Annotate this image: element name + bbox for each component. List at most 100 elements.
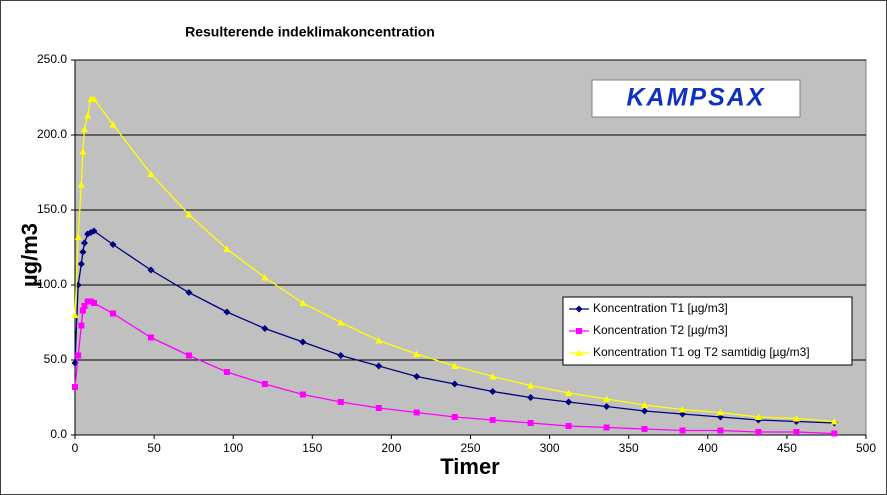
- point: [641, 401, 649, 408]
- point: [375, 405, 382, 411]
- y-axis-label: µg/m3: [17, 223, 42, 287]
- point: [716, 409, 724, 416]
- point: [603, 424, 610, 431]
- point: [79, 148, 87, 155]
- point: [71, 311, 79, 318]
- series-line: [74, 230, 835, 424]
- point: [223, 369, 230, 375]
- x-tick-label: 50: [147, 441, 161, 455]
- point: [72, 384, 78, 390]
- point: [451, 414, 458, 420]
- point: [755, 429, 762, 435]
- point: [641, 407, 649, 415]
- point: [451, 362, 459, 369]
- point: [565, 423, 572, 429]
- point: [831, 430, 838, 437]
- point: [413, 350, 421, 357]
- point: [299, 391, 306, 398]
- point: [337, 352, 345, 359]
- x-tick-label: 0: [72, 441, 79, 455]
- point: [81, 303, 88, 309]
- logo-box: [591, 79, 801, 118]
- point: [87, 298, 94, 305]
- point: [489, 373, 497, 380]
- x-axis-label: Timer: [440, 454, 500, 479]
- point: [451, 380, 459, 388]
- point: [261, 274, 269, 281]
- point: [147, 334, 154, 341]
- legend-marker: [576, 328, 582, 334]
- point: [678, 406, 686, 413]
- point: [79, 307, 86, 314]
- point: [185, 289, 193, 296]
- point: [80, 239, 88, 247]
- y-tick-label: 250.0: [37, 52, 67, 66]
- x-tick-label: 200: [381, 441, 401, 455]
- point: [84, 298, 91, 305]
- point: [527, 382, 535, 389]
- point: [375, 362, 383, 370]
- point: [565, 389, 573, 396]
- x-tick-label: 150: [302, 441, 322, 455]
- point: [793, 429, 800, 435]
- point: [261, 325, 269, 332]
- point: [527, 394, 535, 401]
- legend: [562, 296, 853, 366]
- point: [603, 403, 611, 410]
- point: [299, 299, 307, 306]
- point: [679, 427, 686, 434]
- point: [223, 245, 231, 252]
- legend-label: Koncentration T2 [µg/m3]: [593, 323, 728, 337]
- point: [75, 352, 82, 359]
- point: [79, 248, 87, 256]
- point: [90, 95, 98, 102]
- y-tick-label: 150.0: [37, 202, 67, 216]
- x-tick-label: 350: [619, 441, 639, 455]
- point: [413, 373, 421, 380]
- point: [337, 399, 344, 405]
- point: [109, 310, 116, 317]
- point: [185, 352, 192, 359]
- point: [147, 170, 155, 177]
- point: [74, 233, 82, 240]
- point: [109, 241, 117, 248]
- point: [375, 337, 383, 344]
- point: [489, 417, 496, 423]
- point: [78, 322, 85, 329]
- legend-label: Koncentration T1 [µg/m3]: [593, 301, 728, 315]
- y-tick-label: 50.0: [44, 352, 68, 366]
- point: [641, 426, 648, 432]
- point: [527, 420, 534, 426]
- point: [90, 300, 97, 306]
- legend-marker: [575, 305, 583, 313]
- point: [489, 388, 497, 395]
- point: [299, 338, 307, 346]
- chart-title: Resulterende indeklimakoncentration: [185, 24, 435, 40]
- point: [147, 266, 155, 274]
- series-line: [74, 98, 835, 423]
- legend-label: Koncentration T1 og T2 samtidig [µg/m3]: [593, 345, 810, 359]
- point: [223, 308, 231, 316]
- point: [792, 415, 800, 422]
- x-tick-label: 100: [223, 441, 243, 455]
- point: [337, 319, 345, 326]
- legend-marker: [575, 349, 583, 356]
- point: [565, 398, 573, 406]
- y-tick-label: 0.0: [50, 427, 67, 441]
- x-tick-label: 500: [856, 441, 876, 455]
- x-tick-label: 300: [540, 441, 560, 455]
- point: [717, 427, 724, 434]
- point: [603, 395, 611, 402]
- point: [754, 413, 762, 420]
- point: [830, 418, 838, 425]
- y-tick-label: 100.0: [37, 277, 67, 291]
- point: [109, 121, 117, 128]
- point: [413, 409, 420, 416]
- x-tick-label: 450: [777, 441, 797, 455]
- point: [90, 227, 98, 235]
- point: [77, 260, 85, 268]
- point: [261, 381, 268, 387]
- x-tick-label: 400: [698, 441, 718, 455]
- point: [80, 125, 88, 132]
